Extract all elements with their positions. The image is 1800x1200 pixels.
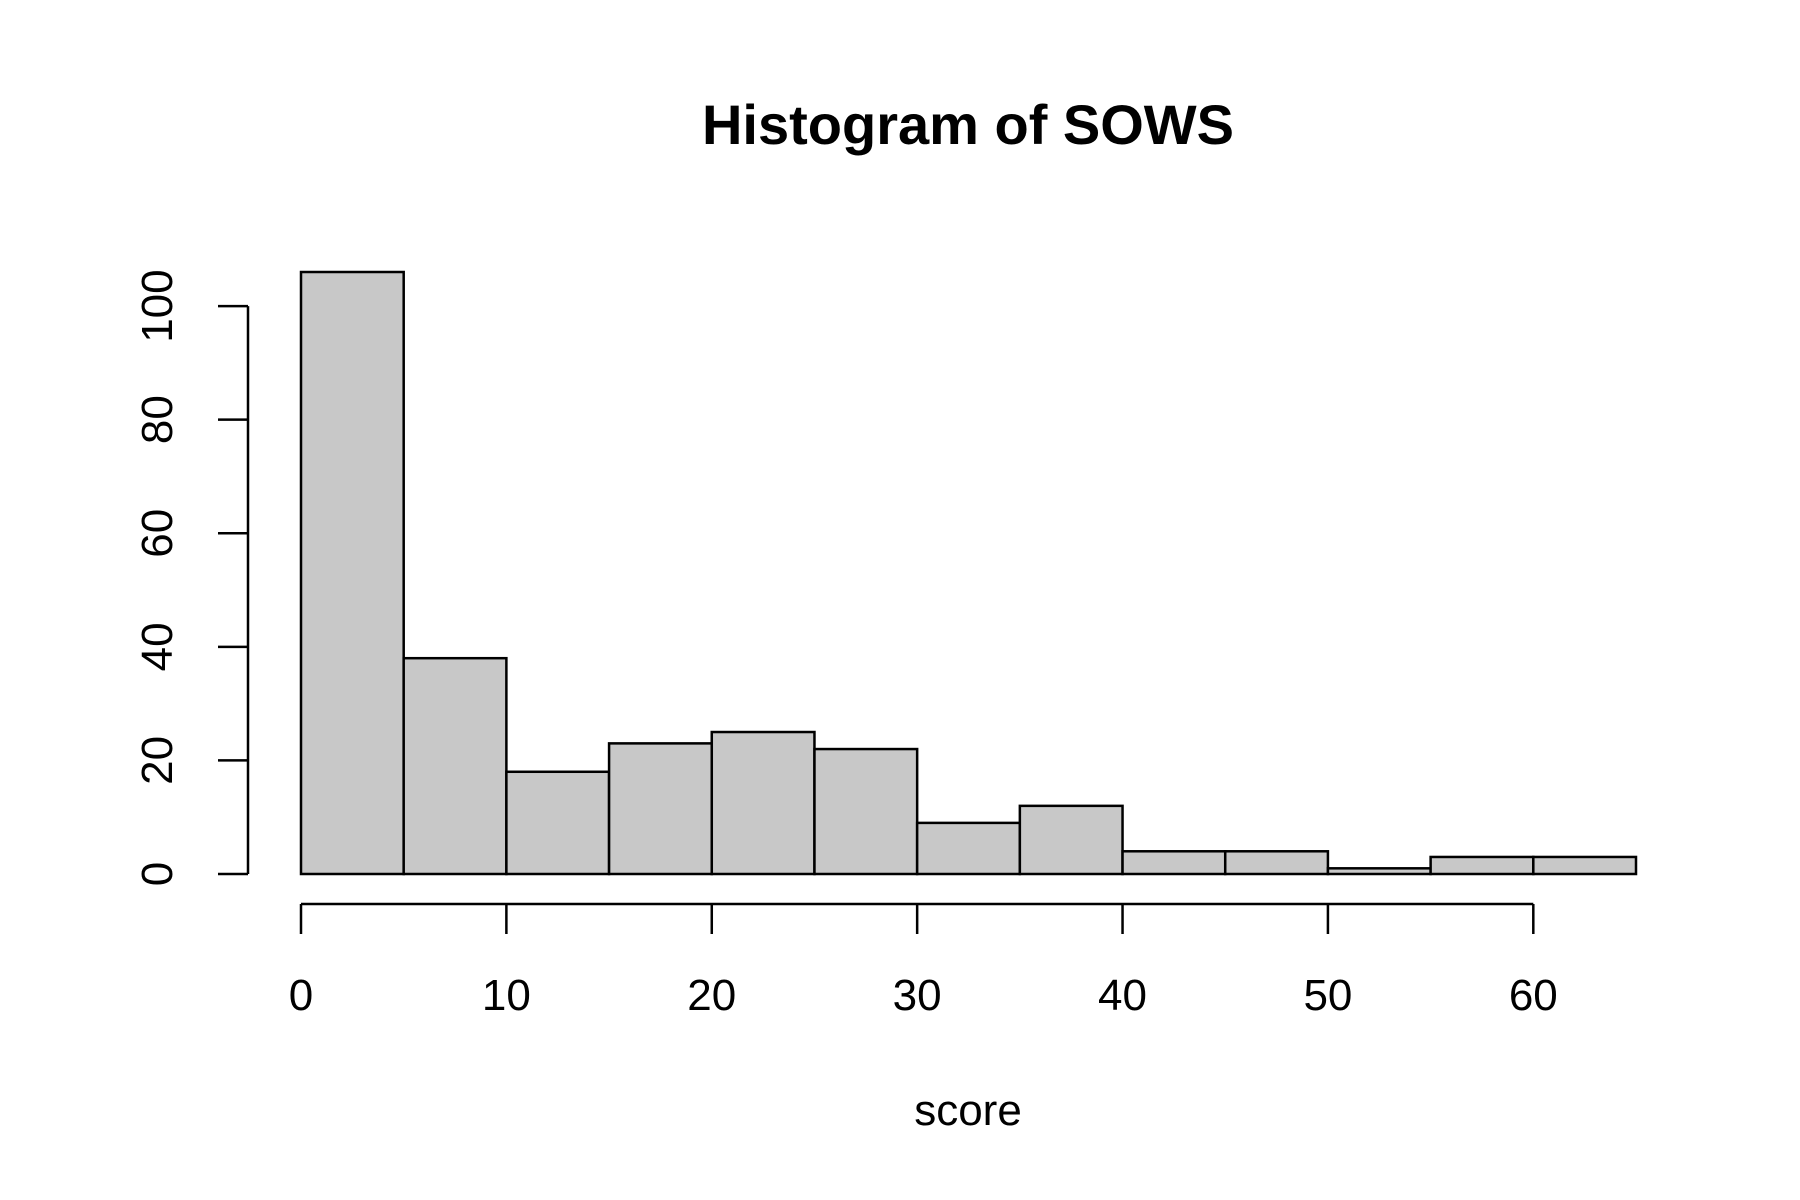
x-tick-label-60: 60 <box>1509 971 1558 1020</box>
x-tick-label-50: 50 <box>1303 971 1352 1020</box>
y-tick-label-20: 20 <box>133 736 182 785</box>
chart-title: Histogram of SOWS <box>702 93 1234 156</box>
x-tick-label-40: 40 <box>1098 971 1147 1020</box>
y-tick-label-100: 100 <box>133 269 182 342</box>
histogram-bar-10-15 <box>505 770 611 876</box>
histogram-bar-55-60 <box>1429 855 1535 876</box>
histogram-bar-35-40 <box>1018 804 1124 876</box>
histogram-bar-30-35 <box>915 821 1022 876</box>
y-tick-label-40: 40 <box>133 622 182 671</box>
x-axis: 0 10 20 30 40 50 60 <box>289 902 1558 1020</box>
x-tick-label-20: 20 <box>687 971 736 1020</box>
x-tick-label-0: 0 <box>289 971 313 1020</box>
histogram-bar-60-65 <box>1532 855 1638 876</box>
y-tick-label-60: 60 <box>133 509 182 558</box>
histogram-bar-15-20 <box>607 742 714 876</box>
histogram-bar-0-5 <box>299 270 405 876</box>
x-tick-label-30: 30 <box>893 971 942 1020</box>
histogram-bar-45-50 <box>1223 850 1330 876</box>
x-axis-title: score <box>914 1086 1022 1135</box>
histogram-bar-50-55 <box>1326 867 1432 876</box>
y-axis: 0 20 40 60 80 100 <box>133 269 250 886</box>
y-tick-label-80: 80 <box>133 395 182 444</box>
histogram-bar-25-30 <box>813 747 919 876</box>
y-tick-label-0: 0 <box>133 862 182 886</box>
x-tick-label-10: 10 <box>482 971 531 1020</box>
histogram-bar-20-25 <box>710 730 816 876</box>
histogram-bar-40-45 <box>1121 850 1227 876</box>
histogram-bar-5-10 <box>402 656 508 876</box>
bars-group <box>299 270 1638 876</box>
